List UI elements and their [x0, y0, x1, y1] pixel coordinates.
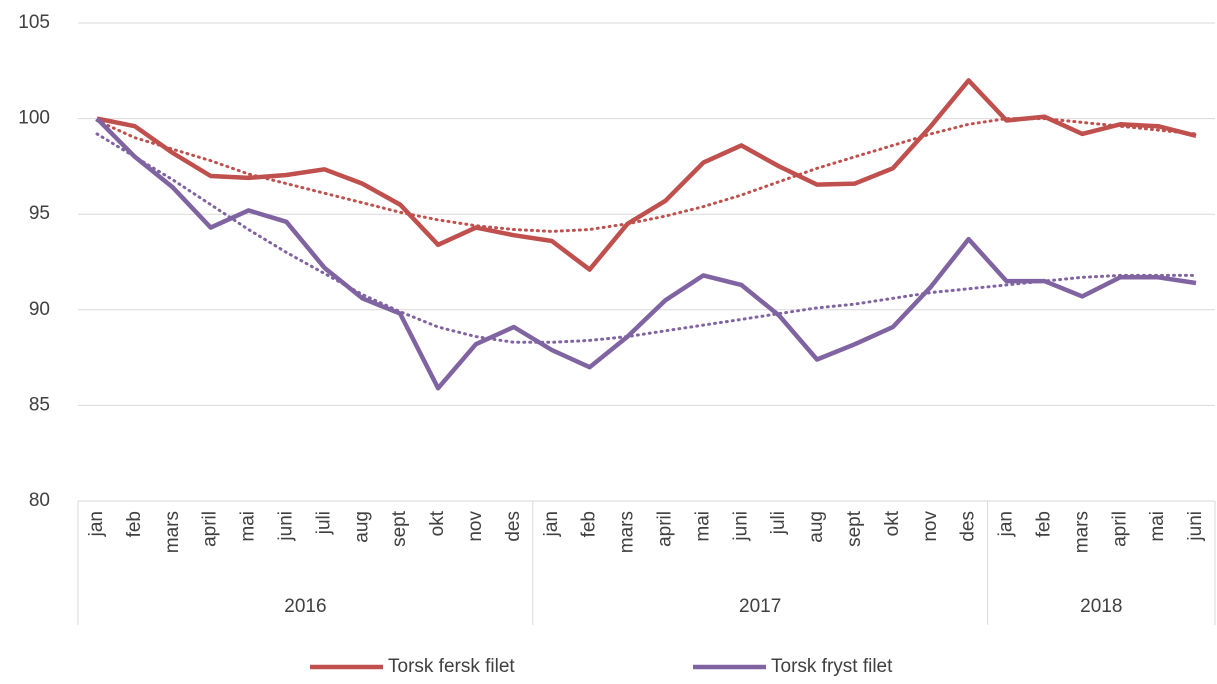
- x-tick-label: jan: [996, 511, 1017, 537]
- y-tick-label: 100: [18, 108, 50, 129]
- x-tick-label: juni: [275, 511, 296, 542]
- x-tick-label: jan: [86, 511, 107, 537]
- x-tick-label: mai: [238, 511, 259, 542]
- x-tick-label: sept: [389, 510, 410, 547]
- series-line: [95, 117, 1197, 391]
- x-tick-label: april: [654, 511, 675, 547]
- legend-label: Torsk fryst filet: [771, 656, 893, 677]
- x-tick-label: juni: [1185, 511, 1206, 542]
- group-label: 2016: [284, 596, 326, 617]
- x-tick-label: mars: [1071, 511, 1092, 553]
- y-tick-label: 95: [29, 203, 50, 224]
- x-tick-label: jan: [541, 511, 562, 537]
- x-tick-label: aug: [806, 511, 827, 543]
- trend-line: [95, 132, 1198, 344]
- x-tick-label: juli: [768, 511, 789, 535]
- x-tick-label: nov: [465, 511, 486, 542]
- x-tick-label: feb: [579, 511, 600, 537]
- x-tick-label: mars: [617, 511, 638, 553]
- x-tick-label: feb: [1033, 511, 1054, 537]
- y-tick-label: 80: [29, 490, 50, 511]
- group-label: 2017: [739, 596, 781, 617]
- x-tick-label: juli: [313, 511, 334, 535]
- x-tick-label: des: [958, 511, 979, 542]
- y-tick-label: 85: [29, 394, 50, 415]
- x-tick-label: april: [1109, 511, 1130, 547]
- x-tick-label: april: [200, 511, 221, 547]
- x-tick-label: nov: [920, 511, 941, 542]
- x-tick-label: aug: [351, 511, 372, 543]
- y-tick-label: 105: [18, 12, 50, 33]
- y-tick-label: 90: [29, 299, 50, 320]
- x-tick-label: feb: [124, 511, 145, 537]
- x-tick-label: juni: [730, 511, 751, 542]
- x-tick-label: mai: [692, 511, 713, 542]
- x-tick-label: mai: [1147, 511, 1168, 542]
- series-line: [96, 78, 1197, 272]
- x-tick-label: okt: [427, 510, 448, 536]
- group-label: 2018: [1080, 596, 1122, 617]
- x-tick-label: mars: [162, 511, 183, 553]
- legend-label: Torsk fersk filet: [388, 656, 515, 677]
- x-tick-label: des: [503, 511, 524, 542]
- x-tick-label: okt: [882, 510, 903, 536]
- x-tick-label: sept: [844, 510, 865, 547]
